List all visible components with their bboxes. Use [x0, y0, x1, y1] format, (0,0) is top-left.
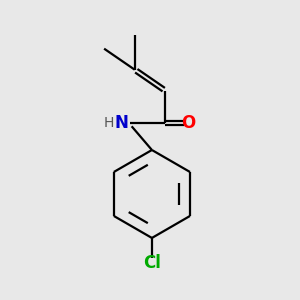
Text: O: O — [181, 114, 195, 132]
Text: H: H — [104, 116, 114, 130]
Text: N: N — [114, 114, 128, 132]
Text: Cl: Cl — [143, 254, 161, 272]
